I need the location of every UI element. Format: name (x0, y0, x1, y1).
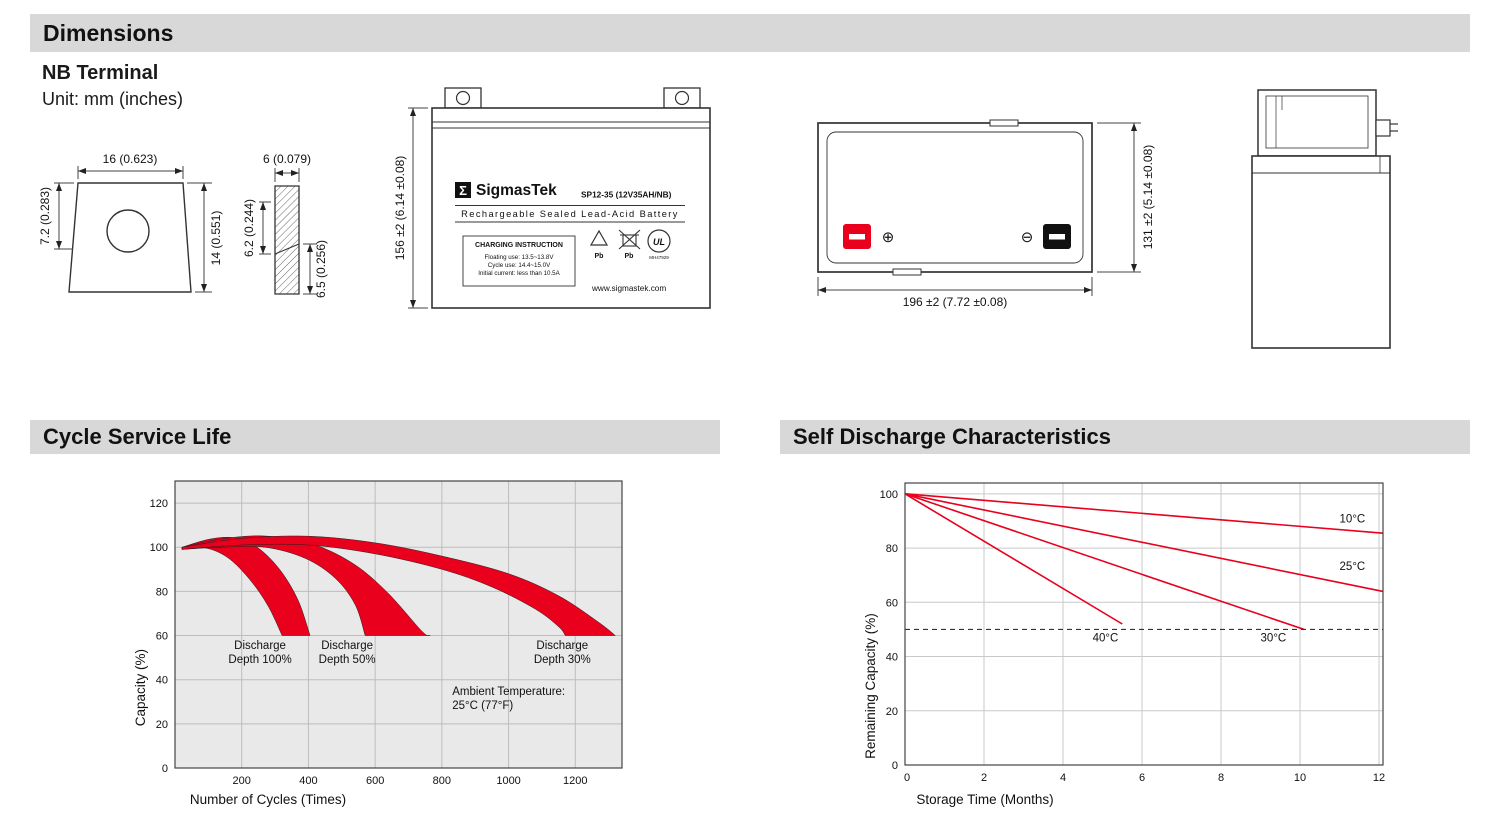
ul-mark-icon (647, 229, 671, 253)
no-trash-pb-icon (618, 229, 641, 250)
svg-text:12: 12 (1373, 772, 1385, 784)
dim-section-upper: 6.2 (0.244) (243, 199, 256, 257)
svg-text:200: 200 (233, 775, 251, 787)
battery-side-view (1251, 89, 1398, 349)
minus-symbol: ⊖ (1021, 229, 1034, 246)
terminal-section-view: 6 (0.079) 6.2 (0.244) 6.5 (0.256) (243, 152, 328, 298)
battery-front-dim-lines (408, 107, 428, 309)
dim-battery-length: 196 ±2 (7.72 ±0.08) (903, 295, 1008, 309)
svg-text:80: 80 (156, 586, 168, 598)
svg-text:10°C: 10°C (1340, 513, 1366, 525)
svg-text:Storage Time (Months): Storage Time (Months) (916, 792, 1053, 807)
svg-text:1000: 1000 (496, 775, 520, 787)
svg-text:600: 600 (366, 775, 384, 787)
svg-text:2: 2 (981, 772, 987, 784)
battery-top-outline (817, 119, 1093, 276)
terminal-section-shape (274, 185, 300, 295)
cycle-life-section-header: Cycle Service Life (30, 420, 720, 454)
dimensions-section-header: Dimensions (30, 14, 1470, 52)
cycle-life-chart: 0 20 40 60 80 100 120 200 400 600 800 1000 1200 Disch… (95, 465, 695, 810)
svg-text:Ambient Temperature:25°C (77°F: Ambient Temperature: 25°C (77°F) (452, 686, 565, 712)
svg-text:40°C: 40°C (1093, 633, 1119, 645)
self-discharge-chart: 0 20 40 60 80 100 2 4 6 8 10 12 0 10°C 25°C 30°C 40°C Sto… (830, 465, 1430, 810)
svg-text:4: 4 (1060, 772, 1066, 784)
sigma-glyph: Σ (459, 183, 467, 198)
svg-text:20: 20 (886, 706, 898, 718)
chart-canvas: 0 20 40 60 80 100 2 4 6 8 10 12 0 10°C 25°C 30°C 40°C Sto… (863, 482, 1385, 807)
svg-text:25°C: 25°C (1340, 561, 1366, 573)
sigma-logo-icon (455, 182, 471, 198)
charging-title: CHARGING INSTRUCTION (475, 242, 563, 249)
pb-label-2: Pb (625, 253, 634, 260)
dim-battery-depth: 131 ±2 (5.14 ±0.08) (1141, 145, 1155, 250)
chart-canvas: 0 20 40 60 80 100 120 200 400 600 800 1000 1200 Disch… (133, 480, 623, 807)
battery-front-outline (431, 87, 711, 309)
battery-label: Σ SigmasTek SP12-35 (12V35AH/NB) Recharg… (455, 182, 685, 293)
battery-top-dim-lines (817, 122, 1141, 296)
svg-text:120: 120 (150, 498, 168, 510)
battery-subtitle: Rechargeable Sealed Lead-Acid Battery (461, 209, 679, 219)
ul-code: MH47929 (649, 255, 669, 260)
svg-text:10: 10 (1294, 772, 1306, 784)
svg-text:Remaining Capacity (%): Remaining Capacity (%) (863, 613, 878, 759)
negative-terminal-slot (1049, 234, 1065, 240)
svg-text:0: 0 (162, 763, 168, 775)
terminal-section-dim-lines (259, 168, 317, 295)
website-text: www.sigmastek.com (591, 284, 666, 293)
dim-terminal-total-height: 14 (0.551) (209, 211, 223, 266)
svg-text:Number of Cycles (Times): Number of Cycles (Times) (190, 792, 346, 807)
unit-note: Unit: mm (inches) (42, 89, 184, 109)
dim-terminal-upper-height: 7.2 (0.283) (40, 187, 52, 245)
charging-line-1: Floating use: 13.5~13.8V (485, 254, 555, 261)
cycle-life-title: Cycle Service Life (43, 424, 232, 449)
charging-instruction-box (462, 235, 576, 287)
svg-text:400: 400 (299, 775, 317, 787)
plus-symbol: ⊕ (882, 229, 895, 246)
dim-terminal-width: 16 (0.623) (103, 152, 158, 166)
svg-text:0: 0 (904, 772, 910, 784)
terminal-front-dim-lines (54, 166, 212, 293)
dim-battery-height: 156 ±2 (6.14 ±0.08) (395, 156, 407, 261)
svg-text:100: 100 (880, 489, 898, 501)
dim-section-width: 6 (0.079) (263, 152, 311, 166)
brand-name: SigmasTek (476, 182, 557, 199)
svg-text:0: 0 (892, 760, 898, 772)
terminals: ⊕ ⊖ (843, 224, 1071, 249)
battery-top-view: ⊕ ⊖ 196 ±2 (7.72 ±0.08) 131 ±2 (5.14 ±0.… (817, 119, 1155, 309)
recycle-pb-icon (589, 229, 609, 246)
svg-text:1200: 1200 (563, 775, 587, 787)
svg-text:8: 8 (1218, 772, 1224, 784)
svg-text:80: 80 (886, 543, 898, 555)
svg-text:6: 6 (1139, 772, 1145, 784)
ul-text: UL (653, 237, 665, 247)
battery-front-view: Σ SigmasTek SP12-35 (12V35AH/NB) Recharg… (395, 87, 711, 309)
svg-text:100: 100 (150, 542, 168, 554)
svg-text:40: 40 (886, 652, 898, 664)
terminal-front-view: 16 (0.623) 7.2 (0.283) 14 (0.551) (40, 152, 223, 293)
self-discharge-title: Self Discharge Characteristics (793, 424, 1111, 449)
svg-text:60: 60 (156, 631, 168, 643)
self-discharge-section-header: Self Discharge Characteristics (780, 420, 1470, 454)
svg-text:30°C: 30°C (1261, 633, 1287, 645)
terminal-front-shape (68, 182, 192, 293)
svg-text:Capacity (%): Capacity (%) (133, 649, 148, 726)
charging-line-3: Initial current: less than 10.5A (478, 270, 560, 277)
terminal-type-heading: NB Terminal (42, 62, 159, 84)
positive-terminal-slot (849, 234, 865, 240)
pb-label-1: Pb (595, 253, 604, 260)
svg-text:40: 40 (156, 675, 168, 687)
dimensions-title: Dimensions (43, 19, 174, 46)
model-number: SP12-35 (12V35AH/NB) (581, 190, 672, 200)
svg-text:800: 800 (433, 775, 451, 787)
svg-text:20: 20 (156, 719, 168, 731)
svg-text:60: 60 (886, 597, 898, 609)
battery-side-outline (1251, 89, 1398, 349)
charging-line-2: Cycle use: 14.4~15.0V (488, 262, 551, 269)
dim-section-lower: 6.5 (0.256) (314, 240, 328, 298)
